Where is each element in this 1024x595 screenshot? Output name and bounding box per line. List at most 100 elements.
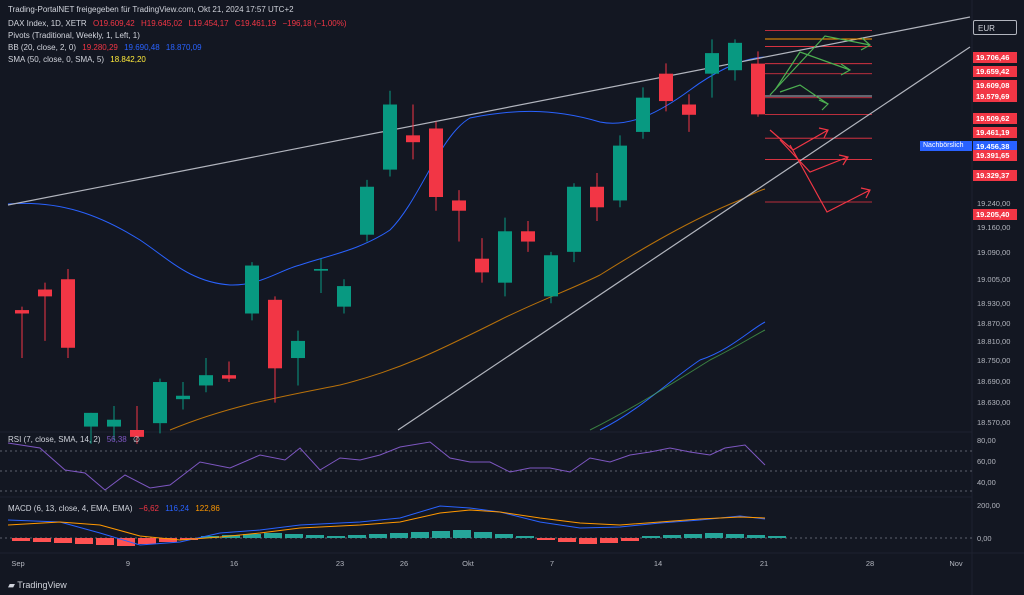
- macd-bar: [33, 538, 51, 542]
- price-badge: 19.706,46: [973, 52, 1017, 63]
- candle-7: [176, 382, 190, 410]
- price-badge: 19.579,69: [973, 91, 1017, 102]
- macd-bar: [327, 536, 345, 538]
- symbol-legend: DAX Index, 1D, XETR O19.609,42 H19.645,0…: [8, 19, 351, 28]
- candle-body: [521, 231, 535, 242]
- time-tick-label: 7: [549, 559, 555, 568]
- macd-bar: [411, 532, 429, 538]
- bb-legend[interactable]: BB (20, close, 2, 0) 19.280,29 19.690,48…: [8, 43, 206, 52]
- price-badge: 19.391,65: [973, 150, 1017, 161]
- candle-27: [636, 87, 650, 139]
- macd-bar: [684, 534, 702, 538]
- rsi-legend[interactable]: RSI (7, close, SMA, 14, 2) 56,38 ∅: [8, 435, 144, 444]
- candle-body: [245, 265, 259, 314]
- candle-body: [15, 310, 29, 314]
- time-tick-label: 28: [865, 559, 875, 568]
- candle-26: [613, 135, 627, 208]
- macd-axis-0: 0,00: [977, 534, 992, 543]
- macd-bar: [474, 532, 492, 538]
- candle-body: [176, 395, 190, 400]
- time-tick-label: 14: [653, 559, 663, 568]
- currency-button[interactable]: EUR: [973, 20, 1017, 35]
- time-tick-label: Okt: [462, 559, 474, 568]
- macd-bar: [348, 535, 366, 538]
- candle-body: [475, 258, 489, 273]
- macd-bar: [285, 534, 303, 538]
- macd-bar: [747, 535, 765, 538]
- candle-body: [613, 145, 627, 201]
- time-tick-label: 9: [125, 559, 131, 568]
- candle-15: [360, 179, 374, 242]
- macd-bar: [600, 538, 618, 543]
- candle-1: [38, 282, 52, 341]
- macd-bar: [537, 538, 555, 540]
- candle-4: [107, 406, 121, 441]
- pivot-lines: [765, 29, 872, 203]
- price-tick-label: 18.870,00: [977, 319, 1011, 328]
- candle-17: [406, 104, 420, 160]
- candle-19: [452, 190, 466, 242]
- green-arrow-1: [769, 35, 872, 96]
- candle-body: [659, 73, 673, 102]
- price-tick-label: 18.690,00: [977, 377, 1011, 386]
- candle-body: [452, 200, 466, 211]
- candle-body: [636, 97, 650, 132]
- rsi-axis-60: 60,00: [977, 457, 996, 466]
- red-arrow-2: [779, 139, 849, 173]
- pivots-legend[interactable]: Pivots (Traditional, Weekly, 1, Left, 1): [8, 31, 140, 40]
- candle-2: [61, 268, 75, 359]
- candle-31: [728, 39, 742, 81]
- macd-bar: [621, 538, 639, 541]
- bb-label: BB (20, close, 2, 0): [8, 43, 77, 52]
- rsi-axis-40: 40,00: [977, 478, 996, 487]
- candle-body: [61, 279, 75, 348]
- candle-11: [268, 296, 282, 403]
- signal-line: [7, 509, 766, 541]
- sma-value: 18.842,20: [110, 55, 146, 64]
- macd-bar: [705, 533, 723, 538]
- price-badge: 19.205,40: [973, 209, 1017, 220]
- high-value: H19.645,02: [140, 19, 183, 28]
- price-badge: 19.456,38: [973, 141, 1017, 152]
- macd-bar: [369, 534, 387, 538]
- macd-bar: [201, 536, 219, 538]
- time-tick-label: 26: [399, 559, 409, 568]
- macd-bar: [117, 538, 135, 546]
- candle-16: [383, 90, 397, 177]
- candle-body: [682, 104, 696, 115]
- price-badge: 19.461,19: [973, 127, 1017, 138]
- macd-legend[interactable]: MACD (6, 13, close, 4, EMA, EMA) −6,62 1…: [8, 504, 224, 513]
- price-tick-label: 19.090,00: [977, 248, 1011, 257]
- candle-body: [705, 53, 719, 74]
- upper-trendline: [7, 16, 971, 206]
- price-badge: 19.659,42: [973, 66, 1017, 77]
- price-tick-label: 18.750,00: [977, 356, 1011, 365]
- candle-body: [84, 412, 98, 427]
- red-arrow-1: [769, 127, 829, 151]
- macd-label: MACD (6, 13, close, 4, EMA, EMA): [8, 504, 133, 513]
- tradingview-logo[interactable]: ▰ TradingView: [8, 580, 67, 591]
- macd-bar: [558, 538, 576, 542]
- candle-22: [521, 221, 535, 252]
- price-tick-label: 18.930,00: [977, 299, 1011, 308]
- macd-bar: [768, 536, 786, 538]
- sma-legend[interactable]: SMA (50, close, 0, SMA, 5) 18.842,20: [8, 55, 150, 64]
- bb-value-3: 18.870,09: [165, 43, 202, 52]
- candle-body: [268, 299, 282, 369]
- candle-body: [567, 186, 581, 252]
- macd-line: [7, 505, 766, 546]
- macd-histogram: [12, 530, 786, 546]
- published-note: Trading-PortalNET freigegeben für Tradin…: [8, 5, 294, 14]
- rsi-axis-80: 80,00: [977, 436, 996, 445]
- macd-bar: [264, 533, 282, 538]
- candle-body: [199, 375, 213, 386]
- candle-14: [337, 279, 351, 314]
- candle-23: [544, 251, 558, 304]
- candle-body: [291, 340, 305, 359]
- candle-body: [728, 42, 742, 71]
- candle-28: [659, 63, 673, 112]
- macd-bar: [243, 534, 261, 538]
- candle-6: [153, 378, 167, 434]
- candle-10: [245, 262, 259, 321]
